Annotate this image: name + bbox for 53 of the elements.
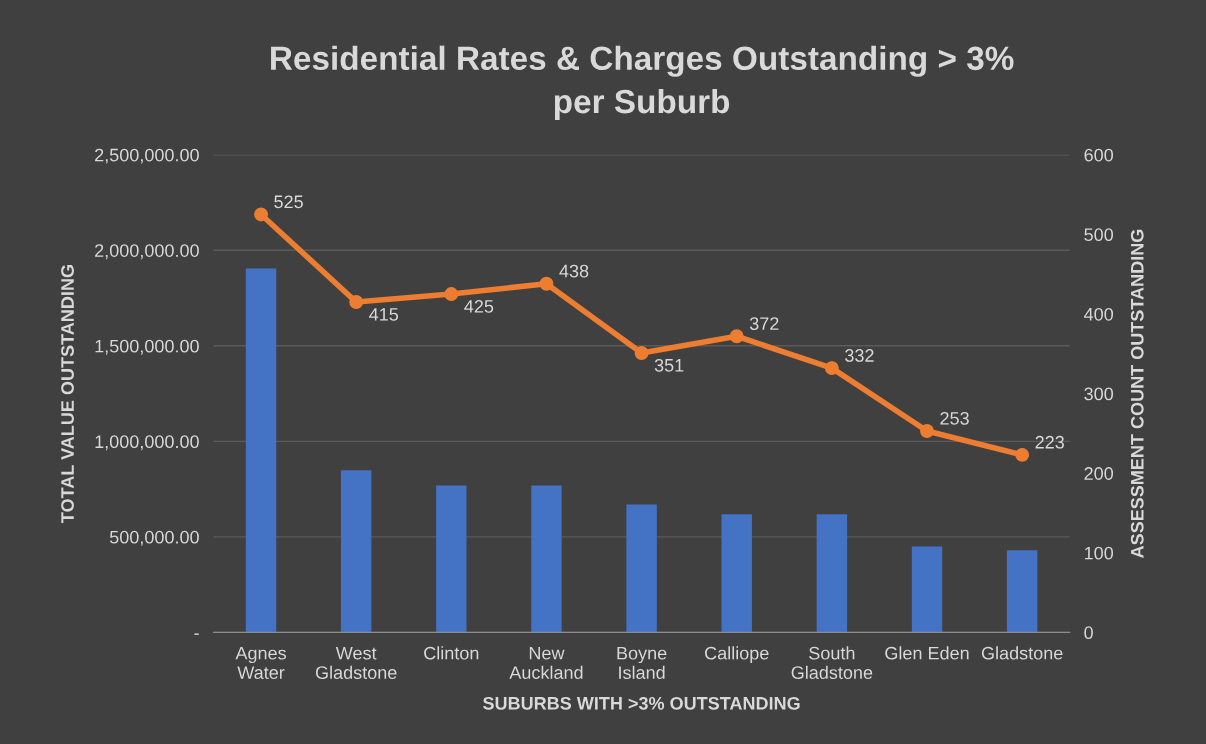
x-tick-label: New Auckland [509,646,583,679]
x-tick-label: South Gladstone [791,646,873,679]
y2-tick-label: 0 [1084,626,1093,640]
point [824,361,839,376]
point [729,329,744,344]
y-tick-label: - [194,633,199,635]
y2-tick-label: 600 [1084,148,1114,162]
data-label: 223 [1035,435,1064,449]
y-axis-title: TOTAL VALUE OUTSTANDING [61,265,74,523]
data-label: 415 [369,308,399,321]
data-label: 332 [845,349,874,362]
data-label: 253 [940,411,969,425]
bar [911,546,943,633]
x-tick-label: Agnes Water [235,646,286,679]
bar [721,514,752,633]
point [349,295,364,309]
bar [626,504,657,633]
point [444,287,459,302]
bar [436,485,467,633]
x-tick-label: Glen Eden [885,646,969,660]
x-tick-label: Boyne Island [617,646,667,679]
point [539,276,554,291]
x-tick-label: Calliope [705,646,769,664]
data-label: 351 [654,358,684,372]
point [920,424,934,438]
x-tick-label: Clinton [424,646,479,660]
y-tick-label: 1,500,000.00 [95,339,199,355]
y2-tick-label: 500 [1084,228,1114,242]
y-tick-label: 2,500,000.00 [95,148,199,164]
y2-axis-title: ASSESSMENT COUNT OUTSTANDING [1130,229,1144,558]
bar [816,514,848,633]
y2-tick-label: 200 [1084,467,1114,480]
data-label: 438 [559,264,589,278]
y2-tick-label: 100 [1084,546,1114,560]
data-label: 525 [274,195,303,209]
data-label: 425 [464,300,494,313]
bar [340,470,372,633]
y2-tick-label: 400 [1084,307,1114,321]
y-tick-label: 2,000,000.00 [95,244,199,260]
bar [1006,550,1038,633]
x-tick-label: Gladstone [981,646,1063,660]
point [1015,447,1030,462]
chart-title: Residential Rates & Charges Outstanding > 3% per Suburb [271,45,1014,120]
y2-tick-label: 300 [1084,387,1114,401]
y-tick-label: 1,000,000.00 [95,435,199,451]
data-label: 372 [749,317,779,330]
y-tick-label: 500,000.00 [109,530,199,546]
bar [531,485,562,633]
x-tick-label: West Gladstone [315,646,397,679]
point [254,207,268,222]
point [634,346,649,360]
bar [245,268,277,633]
x-axis-title: SUBURBS WITH >3% OUTSTANDING [483,696,800,710]
